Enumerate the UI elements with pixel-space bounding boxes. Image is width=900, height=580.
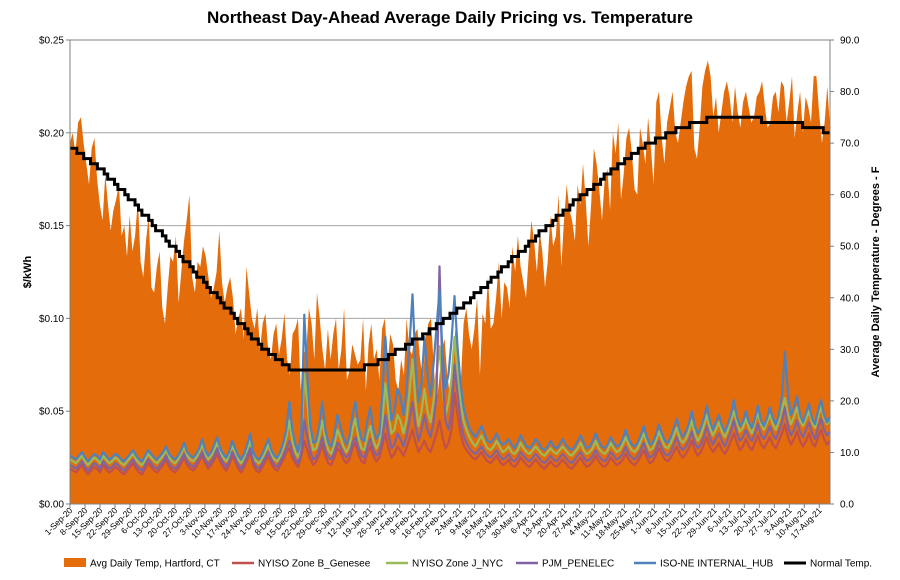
y2-tick-label: 70.0: [840, 139, 860, 150]
legend-label: PJM_PENELEC: [542, 559, 614, 570]
plot-area: [69, 60, 831, 504]
series-line-nyiso-zone-b-genesee: [69, 391, 831, 476]
legend-label: Normal Temp.: [810, 559, 872, 570]
legend-swatch: [64, 558, 86, 567]
chart-title: Northeast Day-Ahead Average Daily Pricin…: [207, 8, 693, 27]
y2-tick-label: 90.0: [840, 36, 860, 47]
legend-label: NYISO Zone J_NYC: [412, 559, 503, 570]
series-line-iso-ne-internal-hub: [69, 289, 831, 463]
y2-tick-label: 50.0: [840, 242, 860, 253]
y-tick-label: $0.05: [39, 407, 64, 418]
series-area-avg-daily-temp-hartford-ct: [70, 60, 830, 504]
y2-tick-label: 10.0: [840, 448, 860, 459]
series-line-nyiso-zone-j-nyc: [69, 335, 831, 467]
legend-label: Avg Daily Temp, Hartford, CT: [90, 559, 220, 570]
x-axis: 1-Sep-208-Sep-2015-Sep-2022-Sep-2029-Sep…: [43, 504, 824, 541]
series-line-normal-temp: [70, 115, 830, 372]
y-tick-label: $0.00: [39, 500, 64, 511]
y-tick-label: $0.25: [39, 36, 64, 47]
legend-label: NYISO Zone B_Genesee: [258, 559, 371, 570]
y2-tick-label: 0.0: [840, 500, 854, 511]
y-axis-label: $/kWh: [22, 256, 34, 289]
legend-label: ISO-NE INTERNAL_HUB: [660, 559, 774, 570]
y-tick-label: $0.20: [39, 128, 64, 139]
y2-tick-label: 20.0: [840, 396, 860, 407]
y2-tick-label: 60.0: [840, 190, 860, 201]
y-tick-label: $0.15: [39, 221, 64, 232]
y2-tick-label: 40.0: [840, 293, 860, 304]
series-line-pjm-penelec: [69, 265, 831, 472]
y2-tick-label: 80.0: [840, 87, 860, 98]
y-tick-label: $0.10: [39, 314, 64, 325]
y2-tick-label: 30.0: [840, 345, 860, 356]
plot-frame: [69, 39, 831, 505]
legend: Avg Daily Temp, Hartford, CT NYISO Zone B…: [64, 558, 872, 570]
y-axis-right: 0.0 10.0 20.0 30.0 40.0 50.0 60.0 70.0 80.0 90.0: [830, 36, 860, 511]
y-axis-left: $0.00 $0.05 $0.10 $0.15 $0.20 $0.25: [39, 36, 70, 511]
y2-axis-label: Average Daily Temperature - Degrees - F: [870, 166, 882, 377]
